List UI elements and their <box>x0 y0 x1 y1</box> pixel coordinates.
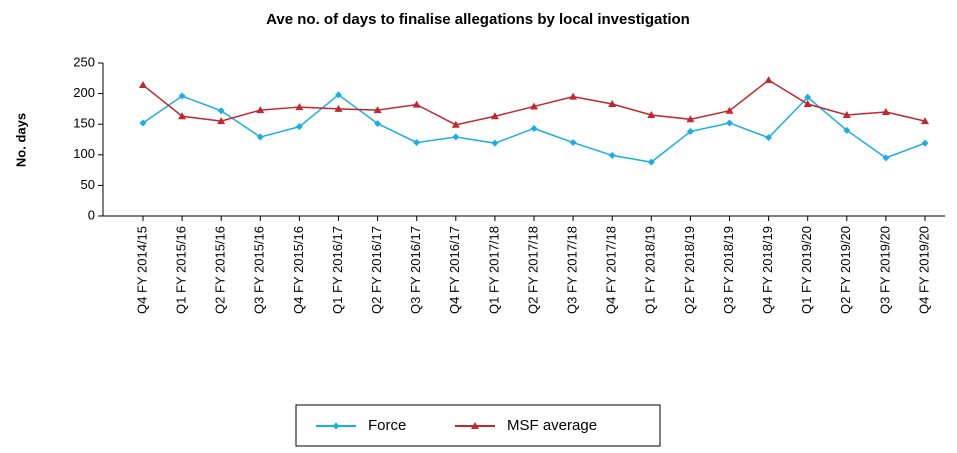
x-tick-label: Q2 FY 2017/18 <box>525 226 540 314</box>
data-point <box>803 100 812 108</box>
data-point <box>608 100 617 108</box>
y-tick-label: 100 <box>73 146 95 161</box>
y-tick-label: 250 <box>73 54 95 69</box>
x-tick-label: Q4 FY 2015/16 <box>291 226 306 314</box>
x-tick-label: Q4 FY 2018/19 <box>760 226 775 314</box>
data-point <box>374 120 382 128</box>
data-point <box>921 117 929 125</box>
data-point <box>530 124 538 132</box>
y-axis-label: No. days <box>13 113 28 167</box>
x-tick-label: Q1 FY 2018/19 <box>643 226 658 314</box>
data-point <box>178 92 186 100</box>
x-tick-label: Q4 FY 2014/15 <box>134 226 149 314</box>
data-point <box>881 107 890 115</box>
data-point <box>295 103 304 111</box>
x-tick-label: Q1 FY 2017/18 <box>486 226 501 314</box>
data-point <box>490 112 499 120</box>
x-tick-label: Q3 FY 2018/19 <box>721 226 736 314</box>
data-point <box>530 102 538 110</box>
legend-label: Force <box>368 417 406 434</box>
data-point <box>764 76 773 84</box>
y-tick-label: 50 <box>81 177 95 192</box>
data-point <box>139 119 147 127</box>
data-point <box>217 117 226 125</box>
data-point <box>256 133 264 141</box>
data-point <box>843 126 851 134</box>
x-tick-label: Q2 FY 2015/16 <box>213 226 228 314</box>
data-point <box>647 111 656 119</box>
data-point <box>373 106 382 114</box>
x-tick-label: Q2 FY 2019/20 <box>838 226 853 314</box>
data-point <box>608 151 616 159</box>
chart-title: Ave no. of days to finalise allegations … <box>266 11 690 28</box>
x-tick-label: Q1 FY 2019/20 <box>799 226 814 314</box>
data-point <box>569 139 577 147</box>
data-point <box>139 81 147 89</box>
legend-label: MSF average <box>507 417 597 434</box>
x-tick-label: Q3 FY 2015/16 <box>252 226 267 314</box>
data-point <box>725 106 734 114</box>
data-point <box>921 139 929 147</box>
x-tick-label: Q2 FY 2018/19 <box>682 226 697 314</box>
data-point <box>334 104 343 112</box>
data-point <box>726 119 733 127</box>
y-tick-label: 150 <box>73 116 95 131</box>
data-point <box>647 158 655 166</box>
data-point <box>765 134 773 142</box>
data-point <box>804 93 812 101</box>
x-tick-label: Q1 FY 2016/17 <box>330 226 345 314</box>
data-point <box>686 128 694 136</box>
data-point <box>413 139 421 147</box>
y-tick-label: 200 <box>73 85 95 100</box>
data-point <box>569 92 578 100</box>
data-point <box>882 154 890 162</box>
data-point <box>451 120 460 128</box>
x-tick-label: Q3 FY 2019/20 <box>877 226 892 314</box>
x-tick-label: Q4 FY 2017/18 <box>604 226 619 314</box>
x-tick-label: Q4 FY 2019/20 <box>916 226 931 314</box>
data-point <box>256 106 265 114</box>
data-point <box>295 123 303 131</box>
legend-marker <box>471 422 479 429</box>
data-point <box>452 133 460 141</box>
x-tick-label: Q3 FY 2016/17 <box>408 226 423 314</box>
data-point <box>686 115 695 123</box>
data-point <box>217 107 225 115</box>
legend-marker <box>332 422 340 430</box>
x-tick-label: Q1 FY 2015/16 <box>174 226 189 314</box>
x-tick-label: Q4 FY 2016/17 <box>447 226 462 314</box>
data-point <box>842 111 851 119</box>
data-point <box>335 91 342 99</box>
x-tick-label: Q2 FY 2016/17 <box>369 226 384 314</box>
data-point <box>178 112 187 120</box>
x-tick-label: Q3 FY 2017/18 <box>565 226 580 314</box>
y-tick-label: 0 <box>88 207 95 222</box>
data-point <box>412 100 421 108</box>
data-point <box>491 139 499 147</box>
